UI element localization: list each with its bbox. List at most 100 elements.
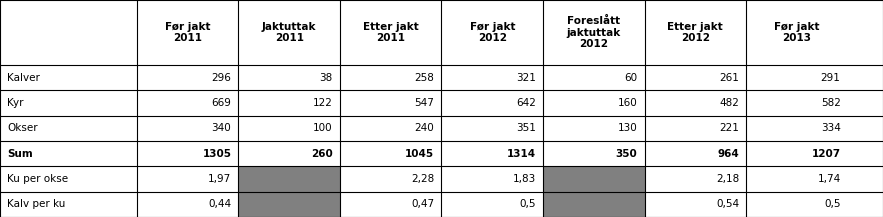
Bar xyxy=(340,65,442,90)
Bar xyxy=(238,192,340,217)
Text: Før jakt
2011: Før jakt 2011 xyxy=(165,22,210,43)
Text: 0,5: 0,5 xyxy=(519,199,536,209)
Bar xyxy=(645,192,746,217)
Bar xyxy=(137,0,238,65)
Text: Før jakt
2013: Før jakt 2013 xyxy=(774,22,819,43)
Text: 547: 547 xyxy=(414,98,434,108)
Bar xyxy=(746,192,848,217)
Bar xyxy=(238,141,340,166)
Bar xyxy=(442,90,543,116)
Bar xyxy=(543,90,645,116)
Bar xyxy=(0,116,137,141)
Bar xyxy=(543,192,645,217)
Text: 0,47: 0,47 xyxy=(411,199,434,209)
Text: 340: 340 xyxy=(212,123,231,133)
Bar xyxy=(442,166,543,192)
Text: 1,83: 1,83 xyxy=(513,174,536,184)
Text: 1,97: 1,97 xyxy=(208,174,231,184)
Text: 582: 582 xyxy=(820,98,841,108)
Bar xyxy=(746,141,848,166)
Bar xyxy=(543,141,645,166)
Text: Jaktuttak
2011: Jaktuttak 2011 xyxy=(262,22,316,43)
Text: 240: 240 xyxy=(415,123,434,133)
Bar xyxy=(442,116,543,141)
Text: Etter jakt
2011: Etter jakt 2011 xyxy=(363,22,419,43)
Bar xyxy=(238,90,340,116)
Bar xyxy=(645,0,746,65)
Bar xyxy=(0,192,137,217)
Text: Kalver: Kalver xyxy=(7,73,40,83)
Text: 0,44: 0,44 xyxy=(208,199,231,209)
Bar xyxy=(238,166,340,192)
Bar xyxy=(340,141,442,166)
Bar xyxy=(543,166,645,192)
Bar xyxy=(645,116,746,141)
Bar xyxy=(137,141,238,166)
Text: Foreslått
jaktuttak
2012: Foreslått jaktuttak 2012 xyxy=(567,16,621,49)
Bar xyxy=(340,166,442,192)
Text: Etter jakt
2012: Etter jakt 2012 xyxy=(668,22,723,43)
Text: 321: 321 xyxy=(516,73,536,83)
Bar xyxy=(543,0,645,65)
Text: 351: 351 xyxy=(516,123,536,133)
Bar xyxy=(442,0,543,65)
Bar xyxy=(746,90,848,116)
Bar xyxy=(340,0,442,65)
Text: 1045: 1045 xyxy=(405,149,434,159)
Text: 1,74: 1,74 xyxy=(818,174,841,184)
Text: 260: 260 xyxy=(311,149,333,159)
Bar xyxy=(746,166,848,192)
Bar xyxy=(543,116,645,141)
Bar xyxy=(137,192,238,217)
Text: 296: 296 xyxy=(211,73,231,83)
Text: 334: 334 xyxy=(820,123,841,133)
Text: Ku per okse: Ku per okse xyxy=(7,174,68,184)
Text: 2,18: 2,18 xyxy=(716,174,739,184)
Bar xyxy=(238,65,340,90)
Text: 160: 160 xyxy=(618,98,638,108)
Text: 350: 350 xyxy=(615,149,638,159)
Bar xyxy=(543,65,645,90)
Text: 221: 221 xyxy=(719,123,739,133)
Text: 1314: 1314 xyxy=(507,149,536,159)
Text: 122: 122 xyxy=(313,98,333,108)
Text: Før jakt
2012: Før jakt 2012 xyxy=(470,22,515,43)
Text: 261: 261 xyxy=(719,73,739,83)
Bar xyxy=(0,166,137,192)
Bar xyxy=(0,141,137,166)
Text: 291: 291 xyxy=(820,73,841,83)
Bar xyxy=(746,65,848,90)
Text: Kyr: Kyr xyxy=(7,98,24,108)
Text: 60: 60 xyxy=(624,73,638,83)
Bar xyxy=(0,0,137,65)
Bar xyxy=(746,116,848,141)
Text: 964: 964 xyxy=(717,149,739,159)
Text: 482: 482 xyxy=(719,98,739,108)
Text: 100: 100 xyxy=(313,123,333,133)
Text: 642: 642 xyxy=(516,98,536,108)
Bar xyxy=(137,90,238,116)
Bar xyxy=(340,116,442,141)
Bar xyxy=(442,192,543,217)
Text: Kalv per ku: Kalv per ku xyxy=(7,199,65,209)
Bar xyxy=(137,116,238,141)
Bar xyxy=(442,141,543,166)
Text: 669: 669 xyxy=(211,98,231,108)
Text: Okser: Okser xyxy=(7,123,38,133)
Bar xyxy=(746,0,848,65)
Text: 1207: 1207 xyxy=(811,149,841,159)
Bar xyxy=(0,90,137,116)
Bar xyxy=(238,116,340,141)
Text: 0,54: 0,54 xyxy=(716,199,739,209)
Bar xyxy=(645,141,746,166)
Bar xyxy=(340,90,442,116)
Text: 1305: 1305 xyxy=(202,149,231,159)
Text: 38: 38 xyxy=(320,73,333,83)
Bar xyxy=(645,166,746,192)
Text: Sum: Sum xyxy=(7,149,33,159)
Bar xyxy=(340,192,442,217)
Bar xyxy=(645,65,746,90)
Bar xyxy=(137,166,238,192)
Bar xyxy=(0,65,137,90)
Bar xyxy=(238,0,340,65)
